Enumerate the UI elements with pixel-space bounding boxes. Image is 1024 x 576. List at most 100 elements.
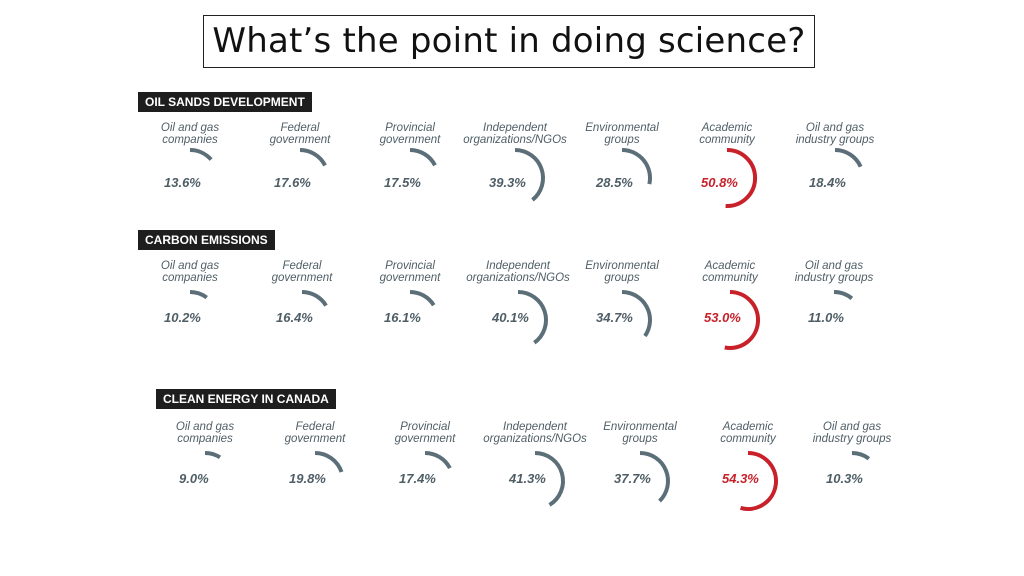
column-label-line: Academic bbox=[722, 421, 774, 433]
arc-mark bbox=[833, 290, 854, 301]
value-label: 10.3% bbox=[826, 471, 863, 486]
column-label: Oil and gas industry groups bbox=[779, 260, 889, 284]
value-label: 19.8% bbox=[289, 471, 326, 486]
arc-layer bbox=[189, 147, 863, 208]
column-label: Oil and gas companies bbox=[135, 260, 245, 284]
column-label: Oil and gas companies bbox=[150, 421, 260, 445]
column-label-line: Federal bbox=[282, 260, 322, 272]
arc-layer bbox=[204, 451, 871, 511]
chart-section-3: CLEAN ENERGY IN CANADA Oil and gas compani… bbox=[0, 389, 1024, 539]
arc-mark bbox=[834, 148, 863, 168]
value-label: 13.6% bbox=[164, 175, 201, 190]
value-label: 17.6% bbox=[274, 175, 311, 190]
column-label-line: government bbox=[379, 134, 441, 146]
column-label-line: organizations/NGOs bbox=[463, 134, 567, 146]
column-label-line: Academic bbox=[704, 260, 756, 272]
value-label: 53.0% bbox=[704, 310, 741, 325]
column-label-line: groups bbox=[604, 272, 640, 284]
column-label-line: government bbox=[394, 433, 456, 445]
column-label: Independent organizations/NGOs bbox=[463, 260, 573, 284]
column-label: Academic community bbox=[675, 260, 785, 284]
column-label-line: Federal bbox=[295, 421, 335, 433]
column-label: Provincial government bbox=[370, 421, 480, 445]
column-label-line: Oil and gas bbox=[822, 421, 882, 433]
arc-layer bbox=[189, 290, 854, 350]
column-label: Oil and gas industry groups bbox=[780, 122, 890, 146]
arc-mark bbox=[301, 290, 328, 307]
column-label-line: companies bbox=[162, 134, 218, 146]
arc-mark bbox=[851, 451, 871, 461]
arc-mark bbox=[621, 148, 652, 185]
value-label: 39.3% bbox=[489, 175, 526, 190]
column-label: Provincial government bbox=[355, 122, 465, 146]
column-label-line: government bbox=[271, 272, 333, 284]
arc-mark bbox=[409, 290, 436, 307]
column-label: Independent organizations/NGOs bbox=[460, 122, 570, 146]
column-label-line: companies bbox=[177, 433, 233, 445]
column-label-line: community bbox=[699, 134, 755, 146]
value-label: 16.4% bbox=[276, 310, 313, 325]
column-label-line: Environmental bbox=[585, 122, 659, 134]
arc-mark bbox=[534, 451, 565, 507]
column-label-line: Independent bbox=[486, 260, 550, 272]
column-label-line: industry groups bbox=[812, 433, 892, 445]
column-label-line: Federal bbox=[280, 122, 320, 134]
column-label-line: Environmental bbox=[603, 421, 677, 433]
title-box: What’s the point in doing science? bbox=[203, 15, 815, 68]
section-title: CARBON EMISSIONS bbox=[138, 230, 275, 250]
column-label: Oil and gas companies bbox=[135, 122, 245, 146]
column-label-line: Provincial bbox=[385, 122, 435, 134]
value-label: 11.0% bbox=[808, 310, 844, 325]
value-label: 17.4% bbox=[399, 471, 436, 486]
value-label: 16.1% bbox=[384, 310, 421, 325]
value-label: 50.8% bbox=[701, 175, 738, 190]
column-label-line: government bbox=[269, 134, 331, 146]
value-label: 9.0% bbox=[179, 471, 209, 486]
arc-mark bbox=[739, 451, 779, 511]
column-label: Independent organizations/NGOs bbox=[480, 421, 590, 445]
column-label-line: organizations/NGOs bbox=[483, 433, 587, 445]
column-label: Federal government bbox=[247, 260, 357, 284]
column-label-line: groups bbox=[622, 433, 658, 445]
page-title: What’s the point in doing science? bbox=[212, 21, 806, 61]
column-label-line: Academic bbox=[701, 122, 753, 134]
arc-mark bbox=[639, 451, 670, 503]
column-label: Academic community bbox=[693, 421, 803, 445]
column-label-line: community bbox=[702, 272, 758, 284]
arc-mark bbox=[724, 290, 760, 350]
arc-mark bbox=[424, 451, 452, 470]
value-label: 18.4% bbox=[809, 175, 846, 190]
value-label: 54.3% bbox=[722, 471, 759, 486]
arc-mark bbox=[409, 148, 437, 167]
value-label: 41.3% bbox=[509, 471, 546, 486]
column-label-line: organizations/NGOs bbox=[466, 272, 570, 284]
column-label: Federal government bbox=[260, 421, 370, 445]
column-label-line: Oil and gas bbox=[804, 260, 864, 272]
column-label: Academic community bbox=[672, 122, 782, 146]
column-label-line: government bbox=[379, 272, 441, 284]
column-label-line: Oil and gas bbox=[805, 122, 865, 134]
value-label: 34.7% bbox=[596, 310, 633, 325]
arc-mark bbox=[517, 290, 548, 345]
column-label-line: industry groups bbox=[795, 134, 875, 146]
section-title: OIL SANDS DEVELOPMENT bbox=[138, 92, 312, 112]
column-label: Environmental groups bbox=[585, 421, 695, 445]
arc-mark bbox=[189, 148, 213, 162]
column-label: Oil and gas industry groups bbox=[797, 421, 907, 445]
chart-section-2: CARBON EMISSIONS Oil and gas companies 10.2… bbox=[0, 230, 1024, 380]
column-label-line: Independent bbox=[503, 421, 567, 433]
column-label-line: Environmental bbox=[585, 260, 659, 272]
arc-mark bbox=[299, 148, 327, 167]
column-label: Environmental groups bbox=[567, 260, 677, 284]
column-label-line: government bbox=[284, 433, 346, 445]
arc-mark bbox=[314, 451, 344, 473]
arc-mark bbox=[189, 290, 208, 300]
column-label-line: groups bbox=[604, 134, 640, 146]
column-label-line: Oil and gas bbox=[175, 421, 235, 433]
column-label-line: Provincial bbox=[400, 421, 450, 433]
column-label-line: Oil and gas bbox=[160, 260, 220, 272]
arc-mark bbox=[514, 148, 545, 202]
column-label: Environmental groups bbox=[567, 122, 677, 146]
section-title: CLEAN ENERGY IN CANADA bbox=[156, 389, 336, 409]
column-label-line: Provincial bbox=[385, 260, 435, 272]
